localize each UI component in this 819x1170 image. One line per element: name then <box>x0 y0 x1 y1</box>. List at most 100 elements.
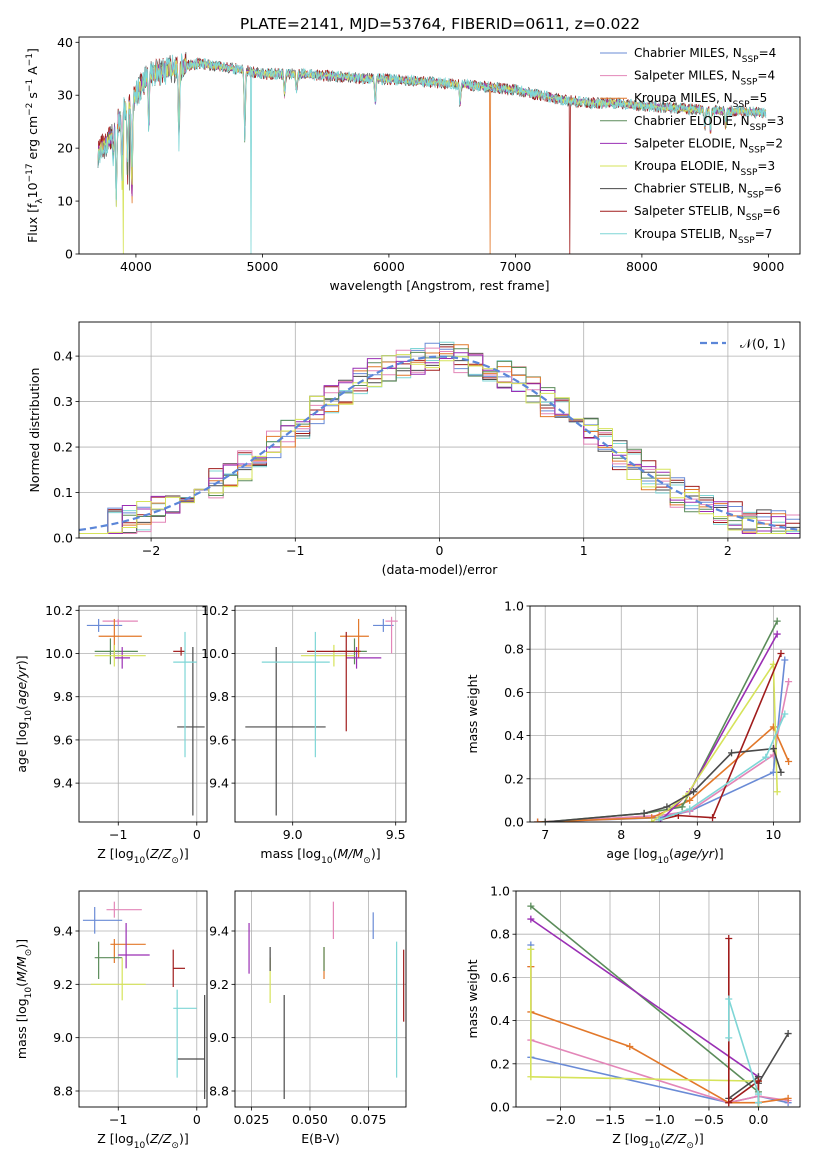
mass_vs_EBV-panel: 0.025 0.050 0.075 8.8 9.0 9.2 9.4 E(B-V) <box>209 890 407 1146</box>
axes-frame <box>78 890 208 1108</box>
weight_vs_Z-panel: −2.0 −1.5 −1.0 −0.5 0.0 0.0 0.2 0.4 0.6 0.8 1.0 Z [… <box>465 884 801 1151</box>
weight-line-kroupa-stelib <box>728 998 760 1103</box>
weight-marker <box>725 1034 733 1042</box>
plot-area <box>527 902 792 1107</box>
weight-line-chabrier-elodie <box>530 905 759 1093</box>
y-tick-label: 9.4 <box>209 776 229 791</box>
y-tick-label: 20 <box>57 141 73 156</box>
x-tick-label: 7 <box>541 827 549 842</box>
y-axis-label: Normed distribution <box>27 368 42 493</box>
y-tick-label: 10 <box>57 194 73 209</box>
y-tick-label: 9.4 <box>53 776 73 791</box>
weight-marker <box>754 1077 762 1085</box>
legend-label: Kroupa ELODIE, NSSP=3 <box>634 159 775 178</box>
y-tick-label: 9.2 <box>209 977 229 992</box>
age_vs_Z-panel: −1 0 9.4 9.6 9.8 10.0 10.2 Z [log10(Z/Z⊙)] age [… <box>14 603 208 866</box>
x-tick-label: 2 <box>724 543 732 558</box>
x-tick-label: 4000 <box>120 259 152 274</box>
x-tick-label: −1 <box>109 1112 127 1127</box>
x-axis-label: E(B-V) <box>301 1131 340 1146</box>
weight-marker <box>690 788 698 796</box>
plot-area <box>82 901 206 1099</box>
y-tick-label: 9.6 <box>53 732 73 747</box>
x-axis-label: mass [log10(M/M⊙)] <box>260 846 380 866</box>
plot-area <box>248 901 405 1099</box>
x-tick-label: 0 <box>193 1112 201 1127</box>
y-tick-label: 0.2 <box>504 771 524 786</box>
weight-marker <box>527 915 535 923</box>
y-tick-label: 9.6 <box>209 732 229 747</box>
axes-frame <box>529 605 801 823</box>
weight-marker <box>773 617 781 625</box>
weight-line-chabrier-elodie <box>545 620 778 822</box>
weight-marker <box>762 753 770 761</box>
plot-area <box>97 51 767 254</box>
mass_vs_Z-panel: −1 0 8.8 9.0 9.2 9.4 Z [log10(Z/Z⊙)] mass [log1… <box>14 890 208 1151</box>
weight-line-kroupa-elodie <box>651 661 778 822</box>
y-tick-label: 9.8 <box>53 689 73 704</box>
x-axis-label: age [log10(age/yr)] <box>606 846 723 866</box>
x-tick-label: 6000 <box>373 259 405 274</box>
x-tick-label: −1.0 <box>644 1112 674 1127</box>
y-tick-label: 10.0 <box>45 646 73 661</box>
weight_vs_age-panel: 7 8 9 10 0.0 0.2 0.4 0.6 0.8 1.0 age [log10(age/yr… <box>465 599 801 866</box>
y-axis-label: mass [log10(M/M⊙)] <box>14 939 34 1059</box>
weight-marker <box>541 818 549 822</box>
figure-title: PLATE=2141, MJD=53764, FIBERID=0611, z=0… <box>240 15 640 33</box>
plot-area <box>245 616 398 816</box>
axes-frame <box>78 36 801 255</box>
weight-marker <box>686 796 694 804</box>
x-tick-label: 0 <box>193 827 201 842</box>
weight-marker <box>725 1099 733 1107</box>
x-tick-label: 8 <box>617 827 625 842</box>
spectrum-line-kroupa-stelib <box>97 53 767 254</box>
y-tick-label: 0.8 <box>490 927 510 942</box>
x-tick-label: 0.025 <box>233 1112 269 1127</box>
weight-line-salpeter-elodie <box>530 918 759 1078</box>
x-tick-label: 5000 <box>247 259 279 274</box>
weight-marker <box>527 902 535 910</box>
x-tick-label: 0.075 <box>351 1112 387 1127</box>
x-tick-label: 7000 <box>499 259 531 274</box>
y-tick-label: 9.0 <box>209 1030 229 1045</box>
plot-area <box>86 618 205 816</box>
y-tick-label: 40 <box>57 35 73 50</box>
y-tick-label: 0.2 <box>490 1056 510 1071</box>
weight-marker <box>725 935 733 943</box>
weight-marker <box>773 630 781 638</box>
weight-marker <box>655 816 663 822</box>
weight-marker <box>784 1094 792 1102</box>
weight-marker <box>784 1030 792 1038</box>
legend-label: Chabrier MILES, NSSP=4 <box>634 46 776 65</box>
weight-marker <box>527 945 535 953</box>
x-tick-label: 1 <box>580 543 588 558</box>
weight-marker <box>686 805 694 813</box>
y-tick-label: 0.8 <box>504 642 524 657</box>
y-tick-label: 0.4 <box>504 728 524 743</box>
y-tick-label: 0.3 <box>53 394 73 409</box>
y-tick-label: 9.4 <box>209 924 229 939</box>
x-tick-label: −1.5 <box>595 1112 625 1127</box>
weight-line-salpeter-elodie <box>658 633 778 822</box>
weight-marker <box>754 1099 762 1107</box>
y-tick-label: 0 <box>65 247 73 262</box>
y-axis-label: mass weight <box>465 959 480 1038</box>
y-tick-label: 0.0 <box>504 815 524 830</box>
y-axis-label: Flux [fλ10−17 erg cm−2 s−1 A−1] <box>25 48 45 243</box>
y-tick-label: 10.2 <box>45 603 73 618</box>
x-tick-label: 9.5 <box>386 827 406 842</box>
y-tick-label: 0.0 <box>53 531 73 546</box>
axes-frame <box>515 890 801 1108</box>
x-tick-label: −1 <box>109 827 127 842</box>
weight-marker <box>648 818 656 822</box>
histogram-salpeter-miles <box>79 347 800 538</box>
y-tick-label: 0.4 <box>53 349 73 364</box>
x-axis-label: Z [log10(Z/Z⊙)] <box>97 1131 188 1151</box>
y-tick-label: 1.0 <box>490 884 510 899</box>
legend-label: Kroupa MILES, NSSP=5 <box>634 91 767 110</box>
age_vs_mass-panel: 9.0 9.5 9.4 9.6 9.8 10.0 10.2 mass [log10(M/M⊙)… <box>201 603 407 866</box>
weight-marker <box>678 803 686 811</box>
x-tick-label: −2 <box>142 543 160 558</box>
x-tick-label: 9 <box>693 827 701 842</box>
x-tick-label: 9.0 <box>283 827 303 842</box>
